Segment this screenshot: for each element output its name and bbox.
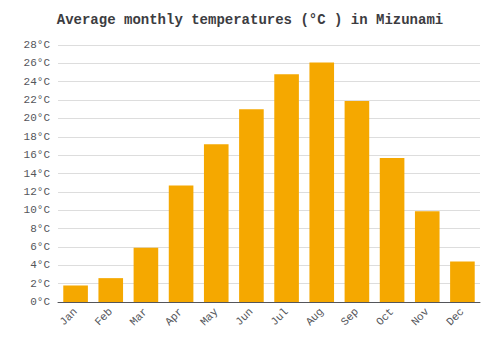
svg-text:May: May bbox=[198, 305, 221, 328]
svg-text:20°C: 20°C bbox=[24, 112, 51, 124]
svg-text:Feb: Feb bbox=[93, 306, 115, 328]
svg-text:Jul: Jul bbox=[268, 306, 290, 328]
svg-text:Apr: Apr bbox=[163, 306, 185, 328]
svg-text:26°C: 26°C bbox=[24, 57, 51, 69]
svg-text:Sep: Sep bbox=[339, 306, 361, 328]
svg-text:24°C: 24°C bbox=[24, 76, 51, 88]
svg-text:Nov: Nov bbox=[409, 305, 432, 328]
svg-text:Oct: Oct bbox=[374, 306, 396, 328]
svg-text:4°C: 4°C bbox=[30, 259, 50, 271]
svg-text:Dec: Dec bbox=[444, 306, 466, 328]
svg-text:Average monthly temperatures (: Average monthly temperatures (°C ) in Mi… bbox=[57, 12, 443, 28]
svg-text:0°C: 0°C bbox=[30, 296, 50, 308]
svg-text:6°C: 6°C bbox=[30, 241, 50, 253]
svg-text:14°C: 14°C bbox=[24, 168, 51, 180]
svg-text:12°C: 12°C bbox=[24, 186, 51, 198]
svg-text:Jun: Jun bbox=[233, 306, 255, 328]
svg-text:Aug: Aug bbox=[304, 306, 326, 328]
svg-text:8°C: 8°C bbox=[30, 223, 50, 235]
svg-text:22°C: 22°C bbox=[24, 94, 51, 106]
svg-text:28°C: 28°C bbox=[24, 39, 51, 51]
svg-text:10°C: 10°C bbox=[24, 204, 51, 216]
svg-text:2°C: 2°C bbox=[30, 278, 50, 290]
svg-text:Mar: Mar bbox=[128, 306, 150, 328]
svg-text:16°C: 16°C bbox=[24, 149, 51, 161]
svg-text:18°C: 18°C bbox=[24, 131, 51, 143]
svg-text:Jan: Jan bbox=[57, 306, 79, 328]
